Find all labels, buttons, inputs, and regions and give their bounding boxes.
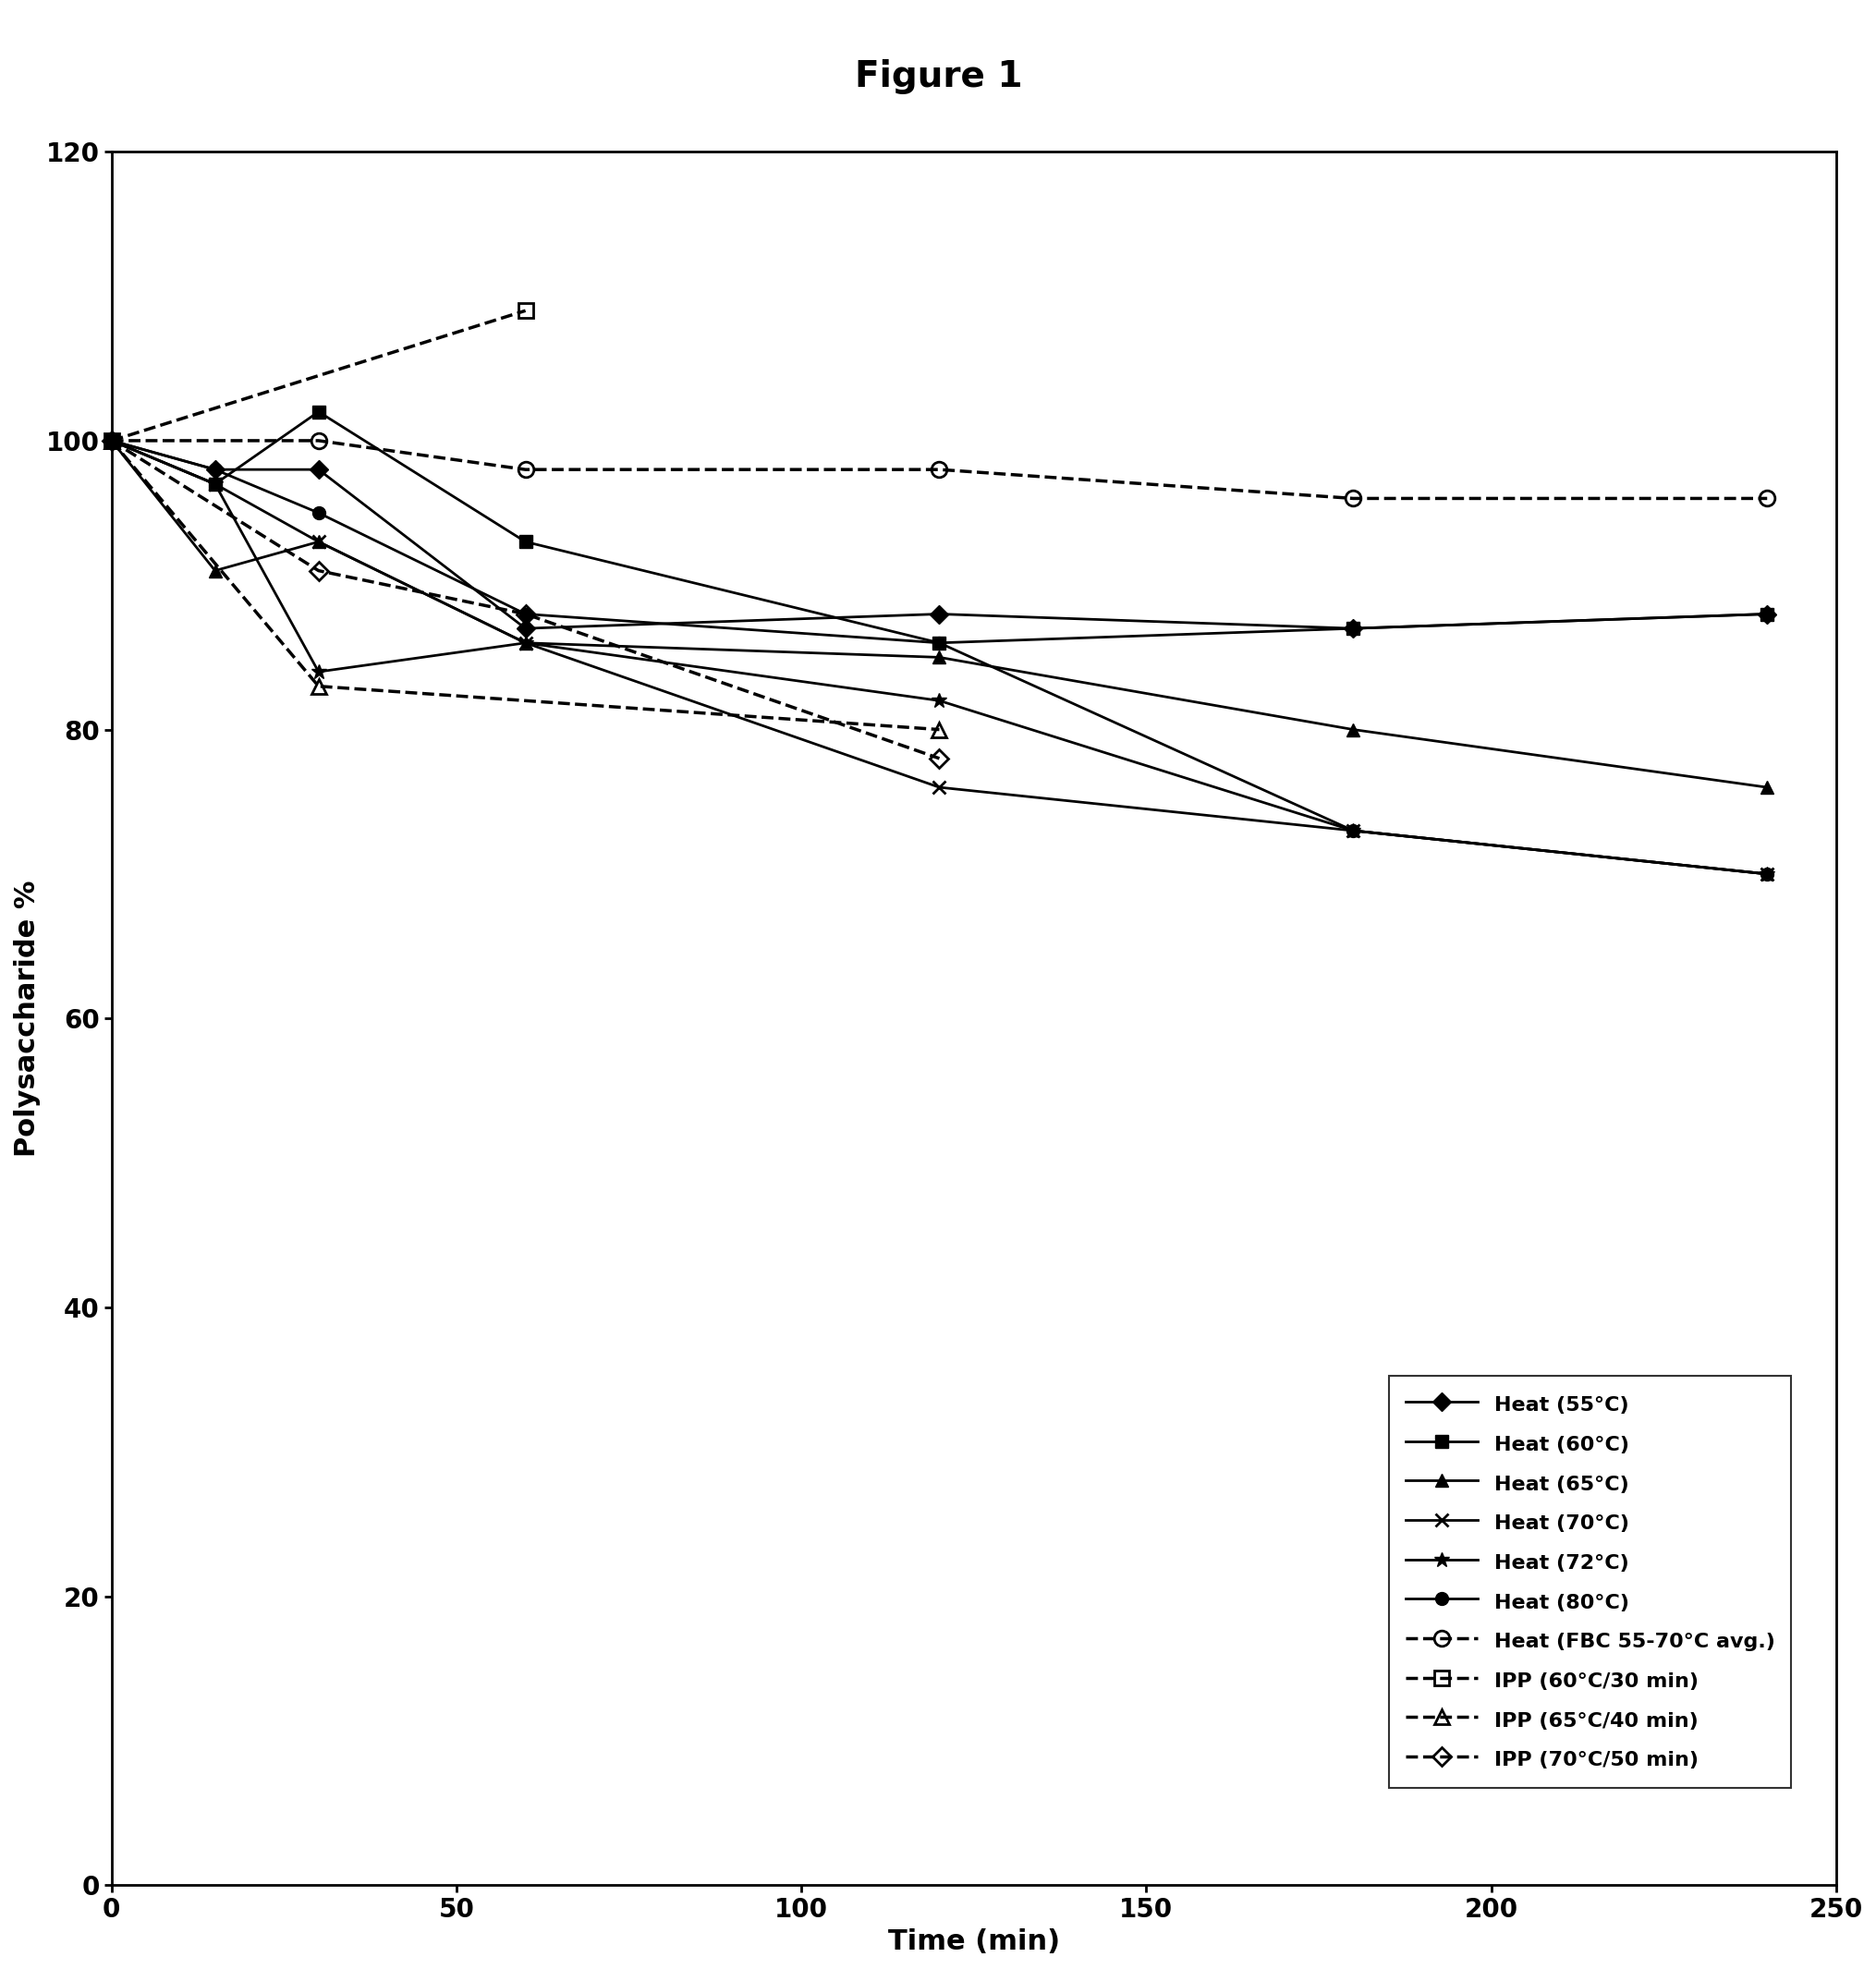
IPP (65°C/40 min) <box>99 429 122 453</box>
IPP (65°C/40 min) <box>927 719 949 742</box>
Heat (65°C) <box>927 646 949 669</box>
Heat (60°C) <box>1756 603 1778 626</box>
Heat (72°C) <box>514 632 537 656</box>
IPP (70°C/50 min) <box>308 559 330 583</box>
Heat (72°C) <box>204 473 227 496</box>
X-axis label: Time (min): Time (min) <box>887 1928 1060 1955</box>
Line: Heat (55°C): Heat (55°C) <box>105 435 1773 634</box>
Heat (55°C) <box>308 457 330 480</box>
Heat (70°C) <box>99 429 122 453</box>
Heat (70°C) <box>514 632 537 656</box>
Heat (72°C) <box>1341 819 1364 843</box>
Line: IPP (60°C/30 min): IPP (60°C/30 min) <box>103 303 533 449</box>
Line: Heat (70°C): Heat (70°C) <box>105 435 1773 880</box>
Heat (55°C) <box>514 616 537 640</box>
Heat (55°C) <box>927 603 949 626</box>
Heat (65°C) <box>514 632 537 656</box>
Heat (80°C) <box>308 500 330 524</box>
Heat (70°C) <box>308 530 330 553</box>
Heat (60°C) <box>927 632 949 656</box>
Heat (55°C) <box>204 457 227 480</box>
IPP (65°C/40 min) <box>308 675 330 699</box>
Heat (72°C) <box>927 689 949 713</box>
Heat (80°C) <box>1756 862 1778 886</box>
Heat (FBC 55-70°C avg.) <box>514 457 537 480</box>
Heat (72°C) <box>1756 862 1778 886</box>
Line: Heat (72°C): Heat (72°C) <box>103 433 1775 882</box>
Text: Figure 1: Figure 1 <box>854 59 1022 95</box>
Heat (65°C) <box>204 559 227 583</box>
Line: Heat (80°C): Heat (80°C) <box>105 435 1773 880</box>
Heat (60°C) <box>99 429 122 453</box>
Heat (55°C) <box>1756 603 1778 626</box>
Heat (60°C) <box>514 530 537 553</box>
IPP (70°C/50 min) <box>99 429 122 453</box>
Heat (60°C) <box>1341 616 1364 640</box>
Heat (72°C) <box>308 660 330 683</box>
IPP (70°C/50 min) <box>514 603 537 626</box>
Line: IPP (65°C/40 min): IPP (65°C/40 min) <box>103 433 947 736</box>
Heat (FBC 55-70°C avg.) <box>308 429 330 453</box>
Y-axis label: Polysaccharide %: Polysaccharide % <box>13 880 41 1158</box>
Heat (FBC 55-70°C avg.) <box>1341 486 1364 510</box>
Heat (70°C) <box>1756 862 1778 886</box>
Heat (55°C) <box>99 429 122 453</box>
Heat (80°C) <box>927 632 949 656</box>
IPP (60°C/30 min) <box>514 299 537 323</box>
Heat (60°C) <box>308 400 330 423</box>
Heat (65°C) <box>1341 719 1364 742</box>
IPP (60°C/30 min) <box>99 429 122 453</box>
Heat (70°C) <box>927 776 949 799</box>
Heat (70°C) <box>1341 819 1364 843</box>
Heat (70°C) <box>204 473 227 496</box>
Heat (80°C) <box>1341 819 1364 843</box>
Heat (80°C) <box>99 429 122 453</box>
Heat (FBC 55-70°C avg.) <box>927 457 949 480</box>
Line: Heat (65°C): Heat (65°C) <box>105 435 1773 794</box>
Heat (72°C) <box>99 429 122 453</box>
Heat (FBC 55-70°C avg.) <box>99 429 122 453</box>
Heat (65°C) <box>99 429 122 453</box>
Legend: Heat (55°C), Heat (60°C), Heat (65°C), Heat (70°C), Heat (72°C), Heat (80°C), He: Heat (55°C), Heat (60°C), Heat (65°C), H… <box>1388 1376 1790 1788</box>
Line: IPP (70°C/50 min): IPP (70°C/50 min) <box>105 435 946 764</box>
Heat (80°C) <box>514 603 537 626</box>
Line: Heat (60°C): Heat (60°C) <box>105 406 1773 650</box>
Heat (80°C) <box>204 457 227 480</box>
Heat (60°C) <box>204 473 227 496</box>
Heat (65°C) <box>1756 776 1778 799</box>
Line: Heat (FBC 55-70°C avg.): Heat (FBC 55-70°C avg.) <box>103 433 1775 506</box>
Heat (65°C) <box>308 530 330 553</box>
IPP (70°C/50 min) <box>927 746 949 770</box>
Heat (55°C) <box>1341 616 1364 640</box>
Heat (FBC 55-70°C avg.) <box>1756 486 1778 510</box>
